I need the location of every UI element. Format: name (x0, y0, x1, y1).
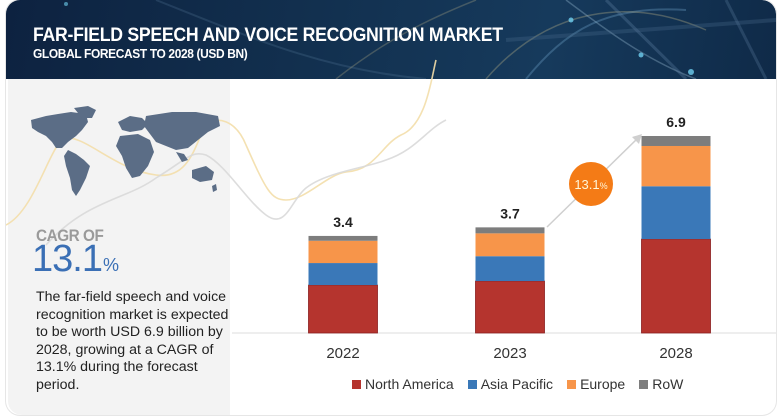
cagr-badge (569, 162, 613, 206)
legend-item-asia-pacific: Asia Pacific (467, 376, 554, 392)
cagr-number: 13.1 (32, 238, 103, 280)
bars-group (308, 136, 711, 334)
legend-swatch (639, 379, 649, 389)
labels-group: 3.4 2022 3.7 2023 6.9 2028 (326, 114, 692, 362)
bar-segment-asia-pacific-2023 (475, 256, 545, 282)
x-tick-label-2028: 2028 (659, 345, 692, 362)
total-label-2028: 6.9 (666, 114, 686, 130)
bar-segment-north-america-2023 (475, 280, 545, 334)
legend-swatch (352, 379, 361, 389)
bar-segment-north-america-2022 (308, 284, 378, 334)
cagr-percent-sign: % (102, 255, 119, 275)
bar-segment-row-2023 (475, 227, 545, 234)
legend-label: North America (365, 376, 454, 392)
cagr-arrow-head (632, 134, 642, 144)
cagr-badge-label: 13.1% (574, 177, 607, 192)
bar-segment-north-america-2028 (641, 238, 711, 334)
cagr-annotation: 13.1% (546, 134, 642, 228)
x-tick-label-2023: 2023 (493, 345, 526, 362)
cagr-label: CAGR OF (36, 226, 104, 245)
bar-segment-asia-pacific-2028 (641, 186, 711, 240)
chart-subtitle: GLOBAL FORECAST TO 2028 (USD BN) (33, 46, 248, 61)
legend-label: RoW (652, 376, 684, 392)
total-label-2023: 3.7 (500, 205, 520, 221)
total-label-2022: 3.4 (333, 214, 353, 230)
bar-segment-row-2028 (641, 136, 711, 146)
bar-segment-row-2022 (308, 235, 378, 241)
legend-label: Europe (580, 376, 626, 392)
bar-segment-asia-pacific-2022 (308, 263, 378, 286)
legend-item-row: RoW (639, 376, 683, 392)
x-tick-label-2022: 2022 (326, 345, 359, 362)
cagr-value: 13.1% (32, 238, 119, 281)
legend-item-europe: Europe (567, 376, 625, 392)
legend-label: Asia Pacific (480, 376, 554, 392)
market-description: The far-field speech and voice recogniti… (36, 289, 229, 393)
stacked-bar-chart: 3.4 2022 3.7 2023 6.9 2028 13.1% (232, 114, 776, 362)
legend-swatch (467, 379, 477, 389)
legend-swatch (567, 379, 577, 389)
bar-segment-europe-2023 (475, 233, 545, 257)
chart-legend: North America Asia Pacific Europe RoW (352, 376, 683, 392)
bar-segment-europe-2028 (641, 145, 711, 187)
infographic-card: FAR-FIELD SPEECH AND VOICE RECOGNITION M… (6, 0, 776, 415)
world-map-icon (31, 106, 220, 196)
bar-segment-europe-2022 (308, 240, 378, 264)
legend-item-north-america: North America (352, 376, 454, 392)
chart-title: FAR-FIELD SPEECH AND VOICE RECOGNITION M… (33, 25, 503, 46)
